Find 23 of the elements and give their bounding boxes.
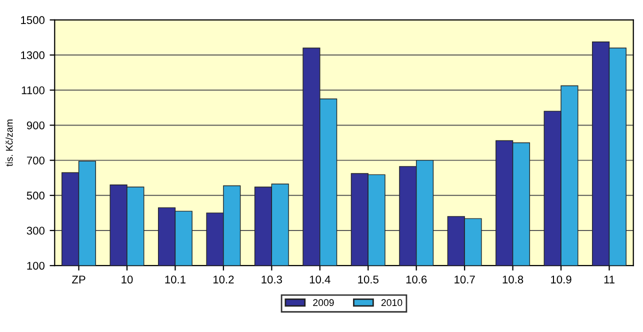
y-tick-label: 1500 [21, 16, 44, 24]
x-tick-label: 10.9 [551, 276, 572, 284]
y-tick-label: 300 [26, 226, 44, 235]
x-tick-label: 10.6 [406, 276, 427, 284]
y-axis-title: tis. Kč/zam [6, 120, 13, 166]
x-tick-label: 10.4 [310, 276, 330, 284]
legend-label: 2010 [381, 299, 402, 306]
x-tick-label: 11 [604, 276, 614, 284]
x-tick-label: 10.1 [165, 276, 186, 284]
y-tick-label: 500 [26, 192, 44, 200]
x-tick-label: 10.3 [262, 276, 282, 284]
y-tick-label: 1300 [21, 51, 44, 60]
legend-label: 2009 [313, 299, 334, 306]
x-tick-label: 10.5 [358, 276, 378, 284]
x-tick-label: 10 [122, 276, 133, 284]
x-tick-label: 10.7 [454, 276, 475, 284]
x-tick-label: 10.2 [213, 276, 234, 284]
y-tick-label: 900 [26, 121, 44, 130]
x-tick-label: ZP [72, 276, 86, 284]
y-tick-label: 700 [26, 156, 44, 164]
y-tick-label: 100 [27, 262, 44, 270]
y-tick-label: 1100 [22, 86, 44, 94]
x-tick-label: 10.8 [502, 276, 524, 284]
